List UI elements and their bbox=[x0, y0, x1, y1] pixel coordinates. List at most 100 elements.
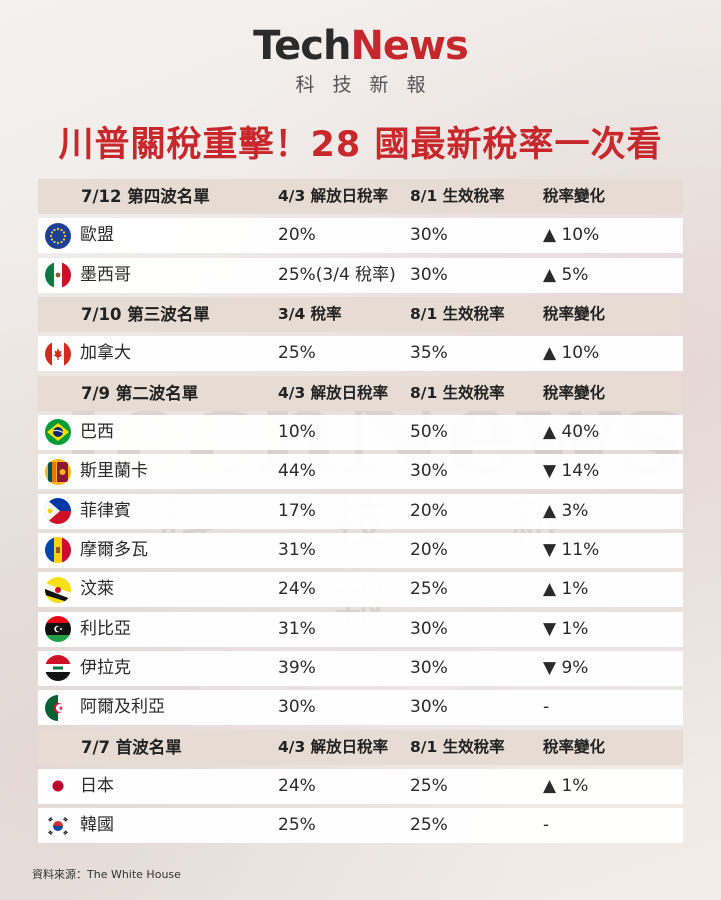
column-header-rate-change: 稅率變化 bbox=[543, 737, 606, 756]
rate-change: - bbox=[543, 815, 550, 836]
table-row: 墨西哥 25%(3/4 稅率) 30% ▲ 5% bbox=[38, 257, 683, 293]
column-header-effective-rate: 8/1 生效稅率 bbox=[410, 304, 505, 323]
brunei-flag-icon bbox=[45, 576, 71, 603]
column-header-rate-change: 稅率變化 bbox=[543, 187, 606, 205]
liberation-rate: 30% bbox=[278, 697, 316, 718]
effective-rate: 20% bbox=[410, 500, 448, 521]
effective-rate: 30% bbox=[410, 657, 448, 678]
sri-lanka-flag-icon bbox=[45, 458, 71, 485]
source-note: 資料來源：The White House bbox=[32, 868, 181, 881]
rate-change: ▲ 10% bbox=[543, 343, 600, 364]
liberation-rate: 39% bbox=[278, 657, 316, 678]
column-header-effective-rate: 8/1 生效稅率 bbox=[410, 737, 505, 756]
effective-rate: 35% bbox=[410, 343, 448, 364]
liberation-rate: 17% bbox=[278, 500, 316, 521]
country-name: 伊拉克 bbox=[80, 657, 131, 678]
group-name: 7/9 第二波名單 bbox=[81, 383, 199, 403]
rate-change: ▲ 40% bbox=[543, 421, 600, 442]
technews-logo: TechNews 科技新報 bbox=[0, 24, 721, 97]
liberation-rate: 44% bbox=[278, 461, 316, 482]
brazil-flag-icon bbox=[45, 419, 71, 446]
moldova-flag-icon bbox=[45, 537, 71, 564]
page-title: 川普關稅重擊！28 國最新稅率一次看 bbox=[58, 125, 663, 165]
country-name: 歐盟 bbox=[80, 225, 114, 246]
effective-rate: 25% bbox=[410, 775, 448, 796]
rate-change: ▼ 1% bbox=[543, 618, 589, 639]
logo-tech-text: Tech bbox=[253, 23, 351, 69]
japan-flag-icon bbox=[45, 773, 71, 800]
liberation-rate: 31% bbox=[278, 618, 316, 639]
table-row: 歐盟 20% 30% ▲ 10% bbox=[38, 218, 683, 254]
rate-change: ▼ 9% bbox=[543, 657, 589, 678]
effective-rate: 25% bbox=[410, 579, 448, 600]
country-name: 汶萊 bbox=[80, 579, 114, 600]
table-row: 巴西 10% 50% ▲ 40% bbox=[38, 414, 683, 450]
country-name: 巴西 bbox=[80, 421, 114, 442]
table-row: 韓國 25% 25% - bbox=[38, 808, 683, 844]
table-row: 利比亞 31% 30% ▼ 1% bbox=[38, 611, 683, 647]
country-name: 斯里蘭卡 bbox=[80, 461, 148, 482]
column-header-liberation-rate: 4/3 解放日稅率 bbox=[278, 187, 389, 205]
liberation-rate: 25%(3/4 稅率) bbox=[278, 264, 396, 285]
philippines-flag-icon bbox=[45, 498, 71, 525]
group-header-row: 7/7 首波名單 4/3 解放日稅率 8/1 生效稅率 稅率變化 bbox=[38, 729, 683, 765]
effective-rate: 30% bbox=[410, 264, 448, 285]
effective-rate: 30% bbox=[410, 697, 448, 718]
table-row: 加拿大 25% 35% ▲ 10% bbox=[38, 336, 683, 372]
group-header-row: 7/12 第四波名單 4/3 解放日稅率 8/1 生效稅率 稅率變化 bbox=[38, 179, 683, 214]
country-name: 日本 bbox=[80, 775, 114, 796]
group-header-row: 7/10 第三波名單 3/4 稅率 8/1 生效稅率 稅率變化 bbox=[38, 296, 683, 332]
country-name: 利比亞 bbox=[80, 618, 131, 639]
column-header-rate-change: 稅率變化 bbox=[543, 304, 606, 323]
column-header-effective-rate: 8/1 生效稅率 bbox=[410, 187, 505, 205]
effective-rate: 30% bbox=[410, 461, 448, 482]
table-row: 斯里蘭卡 44% 30% ▼ 14% bbox=[38, 454, 683, 490]
group-header-row: 7/9 第二波名單 4/3 解放日稅率 8/1 生效稅率 稅率變化 bbox=[38, 375, 683, 411]
country-name: 菲律賓 bbox=[80, 500, 131, 521]
rate-change: ▲ 1% bbox=[543, 579, 589, 600]
liberation-rate: 20% bbox=[278, 225, 316, 246]
table-row: 汶萊 24% 25% ▲ 1% bbox=[38, 572, 683, 608]
logo-news-text: News bbox=[350, 23, 468, 69]
effective-rate: 25% bbox=[410, 815, 448, 836]
eu-flag-icon bbox=[45, 222, 71, 249]
group-name: 7/7 首波名單 bbox=[81, 737, 182, 757]
march-rate: 25% bbox=[278, 343, 316, 364]
liberation-rate: 25% bbox=[278, 815, 316, 836]
country-name: 韓國 bbox=[80, 815, 114, 836]
effective-rate: 30% bbox=[410, 618, 448, 639]
iraq-flag-icon bbox=[45, 655, 71, 682]
tariff-table: 7/12 第四波名單 4/3 解放日稅率 8/1 生效稅率 稅率變化 歐盟 20… bbox=[38, 179, 683, 848]
rate-change: ▲ 10% bbox=[543, 225, 600, 246]
libya-flag-icon bbox=[45, 616, 71, 643]
rate-change: ▲ 5% bbox=[543, 264, 589, 285]
algeria-flag-icon bbox=[45, 694, 71, 721]
group-name: 7/10 第三波名單 bbox=[81, 304, 210, 324]
canada-flag-icon bbox=[45, 340, 71, 367]
effective-rate: 30% bbox=[410, 225, 448, 246]
logo-subtitle: 科技新報 bbox=[295, 74, 444, 96]
country-name: 墨西哥 bbox=[80, 264, 131, 285]
table-row: 日本 24% 25% ▲ 1% bbox=[38, 768, 683, 804]
table-row: 摩爾多瓦 31% 20% ▼ 11% bbox=[38, 532, 683, 568]
liberation-rate: 24% bbox=[278, 579, 316, 600]
country-name: 加拿大 bbox=[80, 343, 131, 364]
column-header-liberation-rate: 4/3 解放日稅率 bbox=[278, 383, 389, 402]
country-name: 摩爾多瓦 bbox=[80, 539, 148, 560]
group-name: 7/12 第四波名單 bbox=[81, 187, 210, 206]
liberation-rate: 10% bbox=[278, 421, 316, 442]
effective-rate: 50% bbox=[410, 421, 448, 442]
table-row: 菲律賓 17% 20% ▲ 3% bbox=[38, 493, 683, 529]
mexico-flag-icon bbox=[45, 262, 71, 289]
column-header-march-rate: 3/4 稅率 bbox=[278, 304, 342, 323]
korea-flag-icon bbox=[45, 812, 71, 839]
rate-change: ▲ 3% bbox=[543, 500, 589, 521]
rate-change: ▼ 11% bbox=[543, 539, 600, 560]
liberation-rate: 31% bbox=[278, 539, 316, 560]
liberation-rate: 24% bbox=[278, 775, 316, 796]
column-header-effective-rate: 8/1 生效稅率 bbox=[410, 383, 505, 402]
effective-rate: 20% bbox=[410, 539, 448, 560]
table-row: 阿爾及利亞 30% 30% - bbox=[38, 690, 683, 726]
table-row: 伊拉克 39% 30% ▼ 9% bbox=[38, 650, 683, 686]
rate-change: ▼ 14% bbox=[543, 461, 600, 482]
